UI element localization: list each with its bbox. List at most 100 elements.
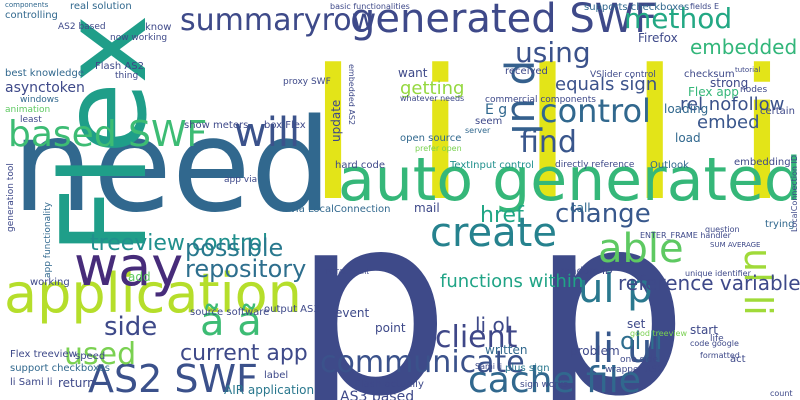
word: nodes bbox=[740, 85, 767, 95]
word: l i l l i bbox=[308, 32, 787, 241]
word: want bbox=[398, 66, 428, 80]
word: repository bbox=[185, 255, 306, 283]
word: current app bbox=[180, 341, 308, 366]
word: side bbox=[104, 312, 157, 342]
word: life bbox=[710, 334, 724, 344]
word: functions within bbox=[440, 271, 583, 292]
word: commercial components bbox=[485, 95, 596, 105]
word: control bbox=[540, 92, 651, 130]
word: via LocalConnection bbox=[290, 204, 391, 215]
word: question bbox=[705, 225, 740, 234]
word: find bbox=[520, 125, 577, 160]
word: show meters bbox=[184, 120, 248, 131]
word: box Flex bbox=[264, 120, 306, 131]
word: hard code bbox=[335, 160, 385, 171]
word: Outlook bbox=[650, 160, 689, 171]
word: ul li bbox=[736, 248, 780, 316]
word: generated SWF bbox=[350, 0, 657, 42]
word: p ul bbox=[502, 60, 548, 135]
word: seem bbox=[475, 116, 502, 127]
word: generation tool bbox=[6, 163, 16, 232]
word: unique identifier bbox=[685, 269, 752, 278]
word: know bbox=[145, 22, 171, 33]
word: app via bbox=[224, 175, 257, 185]
word: add bbox=[128, 270, 151, 284]
word: real solution bbox=[70, 1, 132, 12]
word: embedding bbox=[734, 157, 791, 168]
word: VSlider control bbox=[590, 70, 656, 80]
word: create bbox=[430, 210, 557, 256]
word: trying bbox=[765, 219, 794, 230]
word: formatted bbox=[700, 351, 740, 360]
word: li ul bbox=[592, 326, 663, 372]
word: will bbox=[234, 110, 300, 156]
word: Flex app bbox=[688, 85, 739, 99]
word: label bbox=[264, 370, 288, 381]
word: href bbox=[480, 203, 525, 228]
word: communicate bbox=[320, 345, 525, 380]
word: written bbox=[485, 343, 527, 357]
word: load bbox=[675, 131, 701, 145]
word: TextInput control bbox=[449, 160, 534, 171]
word: AS2 SWF bbox=[88, 357, 258, 400]
word: Flex bbox=[35, 14, 173, 255]
word: directly reference bbox=[555, 160, 635, 170]
word: rel nofollow bbox=[680, 94, 784, 115]
word: supports checkboxes bbox=[584, 2, 689, 13]
word: LocalConnection ID bbox=[790, 155, 799, 232]
word: used bbox=[64, 337, 136, 372]
word: E g bbox=[485, 102, 507, 118]
word: wrapper AS2 bbox=[605, 365, 663, 375]
word: support checkboxes bbox=[10, 363, 110, 374]
word: li Sami li bbox=[10, 377, 52, 388]
word: AS2 based bbox=[58, 22, 106, 32]
word: asynctoken bbox=[5, 80, 85, 96]
word: ol li bbox=[620, 327, 662, 355]
word: getting bbox=[400, 78, 464, 99]
word: cache file bbox=[468, 360, 641, 400]
word: thing bbox=[115, 71, 138, 81]
word: ENTER_FRAME handler bbox=[640, 231, 732, 240]
word: open source bbox=[400, 133, 461, 144]
word: AS3 based bbox=[340, 389, 414, 400]
word: act bbox=[730, 354, 746, 365]
word: tutorial bbox=[735, 66, 760, 74]
word: whatever needs bbox=[400, 94, 464, 103]
word: working bbox=[30, 277, 70, 288]
word: able bbox=[598, 226, 684, 272]
word: good treeview bbox=[630, 329, 687, 338]
word: AIR application bbox=[224, 383, 314, 397]
word: need bbox=[12, 92, 332, 241]
word: app functionality bbox=[43, 201, 53, 278]
word: problem bbox=[570, 344, 620, 358]
word: embed bbox=[697, 112, 760, 133]
word: now working bbox=[110, 33, 167, 43]
word: event bbox=[335, 306, 369, 320]
word: using bbox=[515, 36, 591, 69]
word: count bbox=[770, 389, 793, 398]
word: sign works bbox=[520, 380, 568, 390]
word: li ol bbox=[475, 313, 510, 337]
word: embedded SWF bbox=[690, 35, 800, 59]
word: output AS3 bbox=[264, 304, 320, 315]
word: TOTAL count bbox=[324, 268, 369, 276]
word: client bbox=[435, 320, 518, 355]
word: call bbox=[570, 201, 591, 215]
word: ul p bbox=[578, 266, 653, 312]
word: animation bbox=[5, 105, 50, 115]
word: fields E bbox=[690, 2, 719, 11]
word: least bbox=[20, 115, 42, 125]
word: received bbox=[505, 66, 548, 77]
word: point bbox=[375, 321, 406, 335]
word: method bbox=[624, 2, 732, 35]
word: possible bbox=[185, 234, 283, 262]
word: certain bbox=[760, 106, 795, 117]
word: proxy SWF bbox=[283, 77, 331, 87]
word: plus sign bbox=[505, 363, 550, 374]
word: start bbox=[690, 323, 718, 337]
word: best knowledge bbox=[5, 68, 84, 79]
word: embedded AS2 bbox=[347, 64, 356, 125]
word: set bbox=[627, 317, 646, 331]
word: Flash AS2 bbox=[95, 61, 144, 72]
